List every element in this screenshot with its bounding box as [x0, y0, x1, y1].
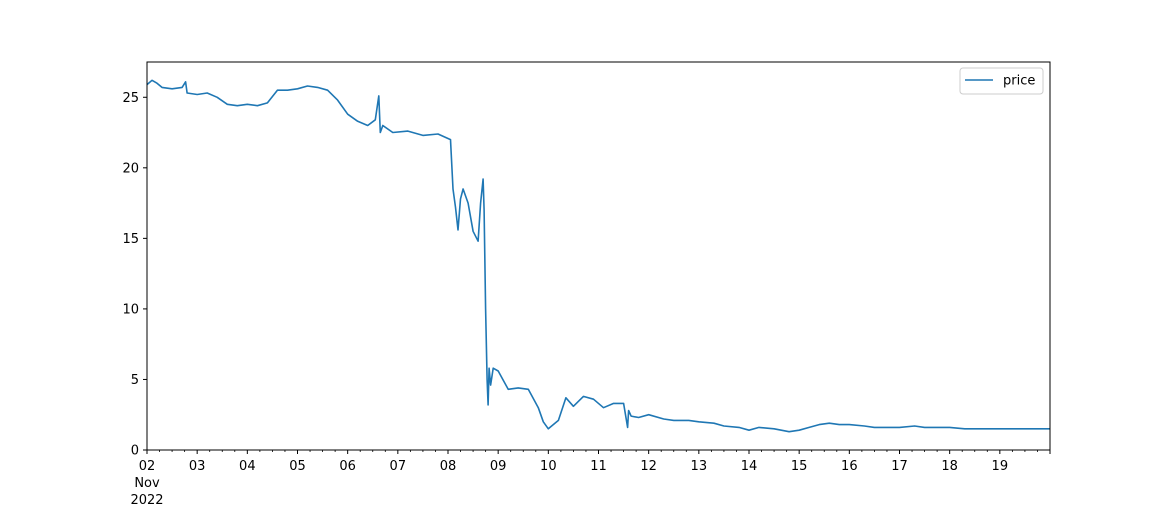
- x-tick-label: 10: [540, 459, 557, 474]
- x-tick-label: 11: [590, 459, 607, 474]
- y-tick-label: 20: [122, 161, 139, 176]
- y-tick-label: 15: [122, 232, 139, 247]
- x-tick-label: 06: [339, 459, 356, 474]
- x-tick-label: 14: [741, 459, 758, 474]
- legend-box: [959, 67, 1044, 95]
- x-tick-label: 09: [490, 459, 507, 474]
- x-month-label: Nov: [134, 476, 160, 491]
- x-tick-label: 08: [440, 459, 457, 474]
- x-year-label: 2022: [130, 493, 163, 507]
- x-tick-label: 15: [791, 459, 808, 474]
- x-tick-label: 18: [941, 459, 958, 474]
- y-axis: 0 5 10 15 20 25: [122, 91, 147, 459]
- x-axis: 02 03 04 05 06 07 08 09 10 11 12 13 14 15 16 17 18 19: [139, 450, 1051, 474]
- x-tick-label: 16: [841, 459, 858, 474]
- series-line-price: [146, 79, 1050, 433]
- x-tick-label: 17: [891, 459, 908, 474]
- y-tick-label: 0: [131, 444, 139, 459]
- x-tick-label: 13: [691, 459, 708, 474]
- x-tick-label: 05: [289, 459, 306, 474]
- x-tick-label: 03: [189, 459, 206, 474]
- legend-label-price: price: [1003, 74, 1035, 89]
- x-tick-label: 12: [640, 459, 657, 474]
- x-tick-label: 02: [139, 459, 156, 474]
- x-tick-label: 04: [239, 459, 256, 474]
- x-tick-label: 19: [992, 459, 1009, 474]
- legend: price: [959, 67, 1044, 95]
- y-tick-label: 25: [122, 91, 139, 106]
- x-tick-label: 07: [390, 459, 407, 474]
- y-tick-label: 10: [122, 302, 139, 317]
- y-tick-label: 5: [131, 373, 139, 388]
